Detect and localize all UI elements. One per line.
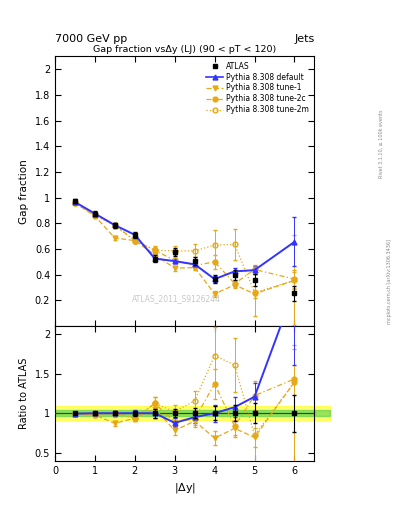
Pythia 8.308 tune-1 [93,213,97,219]
Pythia 8.308 tune-2c [252,266,257,272]
Pythia 8.308 tune-2c [73,200,77,206]
Pythia 8.308 default [152,255,157,262]
Pythia 8.308 tune-2c [132,238,137,244]
Pythia 8.308 tune-2c [192,263,197,269]
Bar [315,410,331,416]
Pythia 8.308 tune-2m [112,223,117,229]
Pythia 8.308 default [93,210,97,217]
Pythia 8.308 default [112,222,117,228]
Line: Pythia 8.308 default: Pythia 8.308 default [73,200,297,282]
Pythia 8.308 tune-2m [292,278,297,284]
Pythia 8.308 tune-1 [212,291,217,297]
Text: Rivet 3.1.10, ≥ 100k events: Rivet 3.1.10, ≥ 100k events [379,109,384,178]
Pythia 8.308 tune-1 [173,265,177,271]
Pythia 8.308 tune-2m [152,247,157,253]
Text: Jets: Jets [294,33,314,44]
Pythia 8.308 default [232,268,237,274]
Line: Pythia 8.308 tune-2m: Pythia 8.308 tune-2m [73,201,297,295]
Pythia 8.308 tune-1 [112,235,117,241]
Pythia 8.308 tune-2m [132,238,137,244]
Pythia 8.308 tune-1 [152,251,157,258]
Text: mcplots.cern.ch [arXiv:1306.3436]: mcplots.cern.ch [arXiv:1306.3436] [387,239,391,324]
Text: 7000 GeV pp: 7000 GeV pp [55,33,127,44]
Pythia 8.308 tune-2m [93,212,97,219]
Legend: ATLAS, Pythia 8.308 default, Pythia 8.308 tune-1, Pythia 8.308 tune-2c, Pythia 8: ATLAS, Pythia 8.308 default, Pythia 8.30… [205,60,310,116]
Pythia 8.308 tune-2c [93,210,97,217]
Bar [315,406,331,420]
Text: ATLAS_2011_S9126244: ATLAS_2011_S9126244 [132,294,221,304]
Line: Pythia 8.308 tune-1: Pythia 8.308 tune-1 [73,200,297,296]
Pythia 8.308 default [173,258,177,264]
Pythia 8.308 default [132,232,137,238]
Title: Gap fraction vsΔy (LJ) (90 < pT < 120): Gap fraction vsΔy (LJ) (90 < pT < 120) [93,45,276,54]
Pythia 8.308 tune-2c [173,258,177,264]
Pythia 8.308 tune-2c [292,276,297,282]
Pythia 8.308 default [73,199,77,205]
Pythia 8.308 default [212,276,217,282]
Pythia 8.308 tune-2c [212,259,217,265]
Pythia 8.308 tune-2m [192,248,197,254]
Pythia 8.308 tune-1 [252,291,257,297]
Pythia 8.308 default [292,239,297,245]
Pythia 8.308 tune-1 [292,278,297,284]
Pythia 8.308 tune-1 [192,265,197,271]
Y-axis label: Gap fraction: Gap fraction [19,159,29,224]
Y-axis label: Ratio to ATLAS: Ratio to ATLAS [19,358,29,429]
Pythia 8.308 default [252,267,257,273]
Pythia 8.308 tune-2m [232,241,237,247]
Pythia 8.308 tune-2m [212,242,217,248]
Pythia 8.308 tune-2c [152,247,157,253]
Pythia 8.308 default [192,261,197,267]
Line: Pythia 8.308 tune-2c: Pythia 8.308 tune-2c [73,200,297,286]
Pythia 8.308 tune-1 [73,200,77,206]
Pythia 8.308 tune-2c [112,222,117,228]
Pythia 8.308 tune-2c [232,281,237,287]
Pythia 8.308 tune-2m [173,248,177,254]
Pythia 8.308 tune-2m [73,200,77,206]
X-axis label: |$\Delta$y|: |$\Delta$y| [174,481,196,495]
Pythia 8.308 tune-2m [252,289,257,295]
Pythia 8.308 tune-1 [132,238,137,244]
Pythia 8.308 tune-1 [232,282,237,288]
